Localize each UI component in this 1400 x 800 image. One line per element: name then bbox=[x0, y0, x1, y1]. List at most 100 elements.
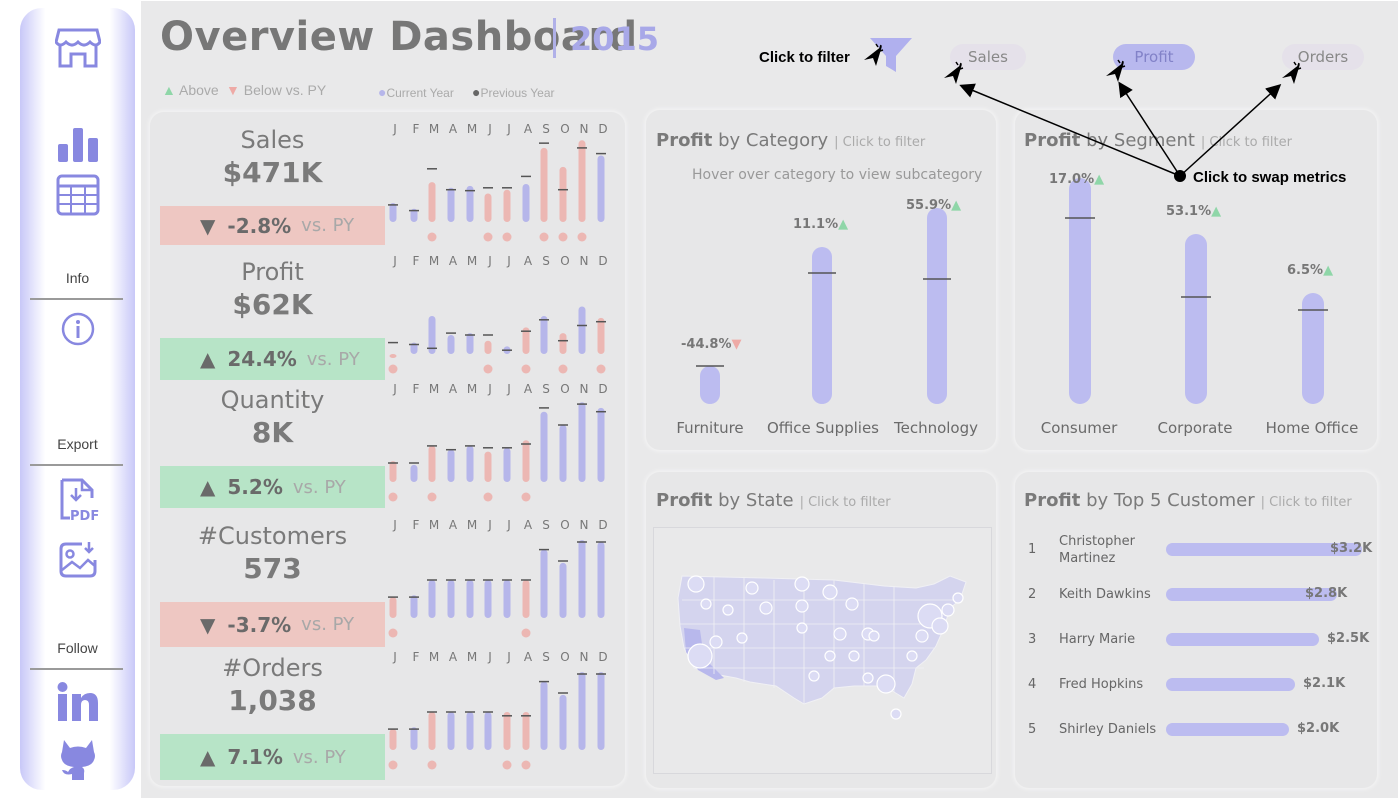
segment-bar-home-office[interactable] bbox=[1302, 293, 1324, 404]
month-bar[interactable] bbox=[559, 694, 567, 750]
customer-value: $2.8K bbox=[1305, 586, 1348, 601]
customer-name[interactable]: Harry Marie bbox=[1059, 632, 1136, 647]
store-icon[interactable] bbox=[20, 26, 135, 68]
state-click-hint[interactable]: | Click to filter bbox=[799, 495, 891, 510]
month-bar[interactable] bbox=[540, 316, 548, 354]
customer-bar[interactable] bbox=[1166, 543, 1362, 556]
segment-bar-corporate[interactable] bbox=[1185, 234, 1207, 404]
month-bar[interactable] bbox=[503, 447, 511, 482]
month-bar[interactable] bbox=[447, 335, 455, 354]
segment-bar-consumer[interactable] bbox=[1069, 178, 1091, 404]
month-bar[interactable] bbox=[389, 729, 397, 750]
filter-icon[interactable] bbox=[868, 36, 914, 82]
up-triangle-icon: ▲ bbox=[838, 217, 849, 232]
customer-bar[interactable] bbox=[1166, 633, 1319, 646]
month-bar[interactable] bbox=[466, 580, 474, 618]
category-pct-office-supplies: 11.1%▲ bbox=[793, 217, 848, 232]
month-bar[interactable] bbox=[447, 580, 455, 618]
customer-name[interactable]: Shirley Daniels bbox=[1059, 722, 1157, 737]
month-bar[interactable] bbox=[410, 595, 418, 618]
month-bar[interactable] bbox=[484, 580, 492, 618]
month-bar[interactable] bbox=[578, 402, 586, 482]
metric-option-sales[interactable]: Sales bbox=[950, 44, 1026, 70]
month-bar[interactable] bbox=[428, 445, 436, 482]
metric-option-orders[interactable]: Orders bbox=[1282, 44, 1364, 70]
month-bar[interactable] bbox=[597, 155, 605, 223]
month-bar[interactable] bbox=[447, 712, 455, 750]
month-bar[interactable] bbox=[428, 182, 436, 222]
customer-bar[interactable] bbox=[1166, 723, 1289, 736]
month-bar[interactable] bbox=[522, 440, 530, 482]
month-bar[interactable] bbox=[578, 140, 586, 222]
month-bar[interactable] bbox=[428, 712, 436, 750]
month-bar[interactable] bbox=[522, 712, 530, 750]
month-bar[interactable] bbox=[503, 580, 511, 618]
category-label-furniture: Furniture bbox=[676, 419, 744, 437]
month-label: A bbox=[523, 518, 533, 532]
month-bar[interactable] bbox=[447, 187, 455, 222]
month-bar[interactable] bbox=[578, 306, 586, 355]
month-bar[interactable] bbox=[597, 542, 605, 618]
customer-name[interactable]: Christopher Martinez bbox=[1059, 534, 1135, 566]
month-bar[interactable] bbox=[389, 597, 397, 618]
month-bar[interactable] bbox=[466, 712, 474, 750]
month-bar[interactable] bbox=[389, 461, 397, 482]
month-bar[interactable] bbox=[389, 203, 397, 222]
month-bar[interactable] bbox=[410, 208, 418, 222]
month-bar[interactable] bbox=[578, 540, 586, 618]
category-bar-technology[interactable] bbox=[927, 208, 947, 404]
month-bar[interactable] bbox=[447, 449, 455, 482]
info-icon[interactable] bbox=[20, 312, 135, 346]
month-bar[interactable] bbox=[484, 451, 492, 482]
month-bar[interactable] bbox=[540, 549, 548, 618]
month-bar[interactable] bbox=[484, 193, 492, 223]
month-bar[interactable] bbox=[410, 342, 418, 354]
month-bar[interactable] bbox=[522, 580, 530, 618]
metric-option-profit[interactable]: Profit bbox=[1113, 44, 1195, 70]
month-bar[interactable] bbox=[410, 464, 418, 482]
monthly-sparkbars bbox=[388, 540, 606, 638]
us-map[interactable] bbox=[654, 528, 993, 775]
github-icon[interactable] bbox=[20, 738, 135, 780]
customer-name[interactable]: Fred Hopkins bbox=[1059, 677, 1144, 692]
pdf-export-icon[interactable]: PDF bbox=[20, 478, 135, 522]
month-bar[interactable] bbox=[484, 712, 492, 750]
linkedin-icon[interactable] bbox=[20, 682, 135, 722]
customers-click-hint[interactable]: | Click to filter bbox=[1260, 495, 1352, 510]
month-bar[interactable] bbox=[410, 727, 418, 750]
month-label: J bbox=[488, 518, 492, 532]
month-bar[interactable] bbox=[578, 672, 586, 750]
customer-bar[interactable] bbox=[1166, 588, 1337, 601]
bar-chart-icon[interactable] bbox=[20, 124, 135, 162]
month-bar[interactable] bbox=[559, 562, 567, 618]
month-bar[interactable] bbox=[389, 354, 397, 358]
month-bar[interactable] bbox=[522, 327, 530, 354]
month-bar[interactable] bbox=[466, 445, 474, 482]
month-bar[interactable] bbox=[428, 316, 436, 354]
category-bar-furniture[interactable] bbox=[700, 366, 720, 404]
month-bar[interactable] bbox=[540, 147, 548, 222]
customer-name[interactable]: Keith Dawkins bbox=[1059, 587, 1151, 602]
month-bar[interactable] bbox=[466, 333, 474, 354]
month-bar[interactable] bbox=[503, 189, 511, 222]
month-bar[interactable] bbox=[597, 672, 605, 750]
month-bar[interactable] bbox=[503, 712, 511, 750]
image-export-icon[interactable] bbox=[20, 540, 135, 580]
month-label: J bbox=[393, 254, 397, 268]
month-bar[interactable] bbox=[466, 185, 474, 222]
legend-current: ●Current Year bbox=[378, 84, 454, 100]
month-bar[interactable] bbox=[559, 166, 567, 222]
month-bar[interactable] bbox=[540, 411, 548, 482]
category-click-hint[interactable]: | Click to filter bbox=[834, 135, 926, 150]
month-bar[interactable] bbox=[540, 681, 548, 750]
customer-bar[interactable] bbox=[1166, 678, 1295, 691]
category-bar-office-supplies[interactable] bbox=[812, 247, 832, 404]
month-bar[interactable] bbox=[428, 580, 436, 618]
month-bar[interactable] bbox=[559, 333, 567, 354]
month-bar[interactable] bbox=[522, 184, 530, 222]
month-bar[interactable] bbox=[597, 317, 605, 354]
table-icon[interactable] bbox=[20, 174, 135, 216]
month-bar[interactable] bbox=[484, 340, 492, 354]
month-bar[interactable] bbox=[559, 425, 567, 482]
month-bar[interactable] bbox=[597, 407, 605, 482]
